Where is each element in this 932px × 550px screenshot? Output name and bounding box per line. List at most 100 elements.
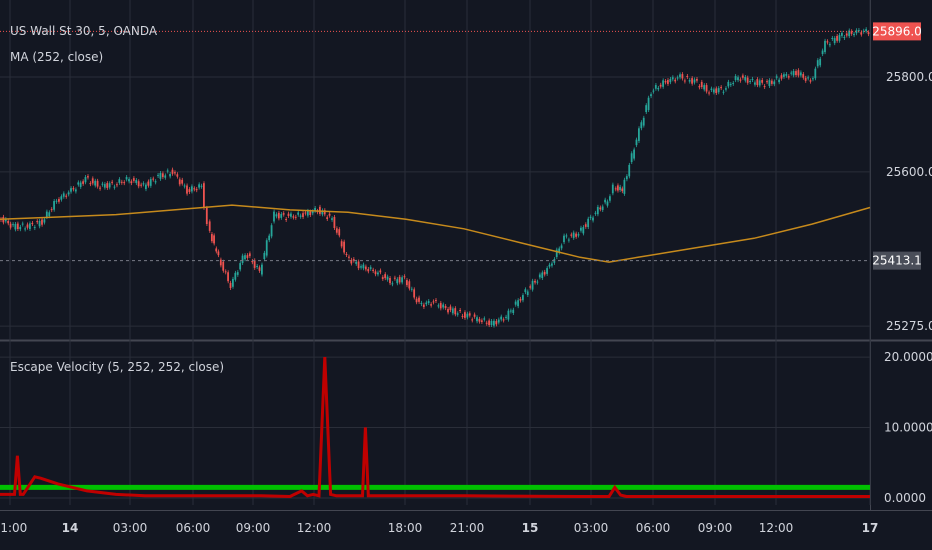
candle-body — [222, 261, 225, 271]
candle-body — [227, 272, 229, 282]
candle-body — [688, 80, 691, 82]
candle-body — [754, 82, 756, 85]
candle-body — [652, 90, 655, 92]
candle-body — [778, 79, 780, 83]
candle-body — [580, 227, 582, 231]
candle-body — [314, 207, 316, 211]
candle-body — [654, 85, 657, 89]
candle-body — [198, 184, 200, 188]
candle-body — [816, 60, 819, 67]
candle-body — [543, 271, 546, 275]
candle-body — [570, 234, 573, 236]
candle-body — [74, 189, 77, 192]
candle-body — [149, 179, 152, 186]
candle-body — [683, 80, 686, 82]
cross-price-label: 25413.1 — [872, 254, 922, 268]
candle-body — [386, 276, 389, 280]
candle-body — [505, 316, 507, 318]
candle-body — [833, 38, 836, 44]
candle-body — [323, 210, 326, 215]
candle-body — [116, 184, 118, 186]
candle-body — [96, 180, 99, 187]
candle-body — [164, 175, 167, 178]
candle-body — [606, 201, 609, 206]
candle-body — [70, 188, 72, 192]
candle-body — [483, 318, 486, 320]
candle-body — [157, 174, 159, 176]
candle-body — [824, 40, 826, 53]
candle-body — [485, 322, 488, 324]
candle-body — [294, 216, 297, 218]
candle-body — [464, 312, 466, 318]
candle-body — [29, 223, 31, 229]
candle-body — [367, 269, 370, 272]
candle-body — [717, 88, 720, 93]
candle-body — [7, 220, 10, 224]
candle-body — [763, 86, 766, 88]
candle-body — [638, 128, 640, 141]
last-price-label: 25896.0 — [872, 24, 922, 38]
candle-body — [38, 220, 41, 227]
candle-body — [234, 272, 237, 280]
candle-body — [273, 211, 275, 222]
candle-body — [812, 78, 814, 80]
candle-body — [768, 80, 771, 87]
candle-body — [120, 181, 123, 183]
candle-body — [635, 139, 638, 146]
candle-body — [594, 212, 597, 214]
candle-body — [435, 299, 437, 301]
time-tick-label: 06:00 — [176, 521, 211, 535]
candle-body — [321, 210, 324, 215]
time-tick-label: 06:00 — [636, 521, 671, 535]
ma-line — [0, 204, 871, 263]
candle-body — [236, 272, 239, 275]
candle-body — [277, 212, 280, 219]
candle-body — [522, 295, 524, 301]
candle-body — [454, 308, 457, 315]
candle-body — [850, 31, 853, 34]
candle-body — [9, 223, 12, 228]
candle-body — [432, 301, 435, 303]
candle-body — [659, 84, 662, 87]
candle-body — [679, 74, 681, 78]
candle-body — [691, 78, 693, 84]
candle-body — [529, 286, 532, 288]
candle-body — [809, 80, 812, 82]
candle-body — [560, 245, 563, 249]
candle-body — [790, 72, 793, 74]
cross-price-badge — [873, 251, 921, 270]
time-tick-label: 09:00 — [698, 521, 733, 535]
candle-body — [306, 210, 309, 216]
candle-body — [572, 232, 575, 238]
candle-body — [84, 176, 87, 183]
candle-body — [575, 233, 577, 237]
candle-body — [497, 319, 500, 323]
candle-body — [775, 76, 778, 78]
candle-body — [819, 58, 822, 66]
candle-body — [746, 77, 749, 83]
candle-body — [493, 320, 495, 326]
candle-body — [217, 251, 220, 256]
price-tick-label: 25275.0 — [886, 319, 932, 333]
candle-body — [118, 179, 121, 183]
candle-body — [326, 217, 329, 220]
candle-body — [58, 199, 60, 202]
candle-body — [797, 70, 800, 76]
candle-body — [188, 189, 191, 192]
price-tick-label: 25600.0 — [886, 165, 932, 179]
candle-body — [369, 267, 372, 269]
candle-body — [662, 80, 664, 87]
candle-body — [490, 320, 493, 326]
candle-body — [845, 33, 848, 36]
candle-body — [548, 264, 551, 267]
candle-body — [31, 222, 34, 225]
candle-body — [232, 278, 234, 287]
candle-body — [374, 271, 377, 275]
candle-body — [512, 309, 515, 313]
candle-body — [787, 76, 790, 78]
candle-body — [340, 241, 343, 247]
candle-body — [538, 274, 541, 278]
candle-body — [415, 298, 418, 303]
candle-body — [821, 50, 824, 55]
